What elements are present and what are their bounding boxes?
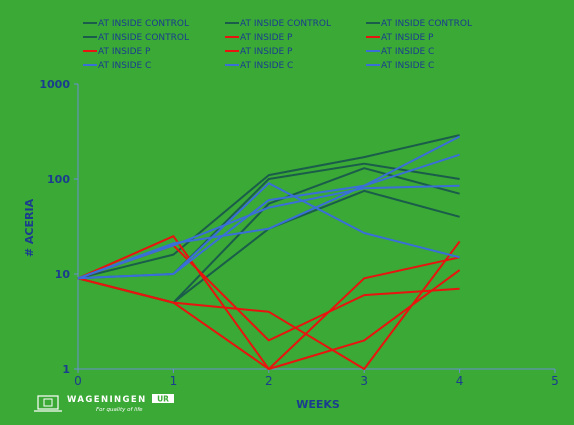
y-axis-title: # ACERIA — [23, 198, 36, 257]
logo-badge-box — [152, 394, 174, 403]
x-tick-label: 0 — [74, 374, 82, 388]
series-line-11 — [77, 135, 461, 280]
series-group — [77, 134, 461, 370]
wageningen-logo: WAGENINGEN UR For quality of life — [34, 394, 174, 413]
y-tick-label: 1000 — [39, 78, 70, 91]
legend-label: AT INSIDE CONTROL — [240, 19, 331, 29]
series-line-7 — [77, 269, 461, 370]
logo-tagline: For quality of life — [96, 407, 143, 413]
series-line-1 — [77, 134, 460, 280]
y-tick-label: 10 — [55, 268, 71, 281]
x-tick-label: 1 — [170, 374, 178, 388]
legend-label: AT INSIDE C — [381, 47, 434, 57]
logo-badge: UR — [157, 395, 169, 404]
legend-label: AT INSIDE CONTROL — [98, 19, 189, 29]
legend-label: AT INSIDE P — [98, 47, 151, 57]
logo-emblem-icon — [34, 395, 62, 412]
x-tick-label: 2 — [265, 374, 273, 388]
legend-label: AT INSIDE P — [240, 47, 293, 57]
legend-label: AT INSIDE P — [240, 33, 293, 43]
legend-label: AT INSIDE C — [381, 61, 434, 71]
x-axis-title: WEEKS — [296, 398, 340, 411]
series-line-10 — [77, 153, 460, 280]
legend-label: AT INSIDE P — [381, 33, 434, 43]
logo-brand: WAGENINGEN — [67, 395, 147, 405]
legend: AT INSIDE CONTROL AT INSIDE CONTROL AT INS… — [83, 19, 472, 71]
legend-label: AT INSIDE CONTROL — [381, 19, 472, 29]
x-tick-label: 5 — [551, 374, 559, 388]
series-line-12 — [77, 184, 460, 280]
legend-label: AT INSIDE C — [98, 61, 151, 71]
x-tick-label: 3 — [360, 374, 368, 388]
legend-label: AT INSIDE C — [240, 61, 293, 71]
y-tick-label: 1 — [62, 363, 70, 376]
y-tick-label: 100 — [47, 173, 70, 186]
x-tick-label: 4 — [456, 374, 464, 388]
legend-label: AT INSIDE CONTROL — [98, 33, 189, 43]
